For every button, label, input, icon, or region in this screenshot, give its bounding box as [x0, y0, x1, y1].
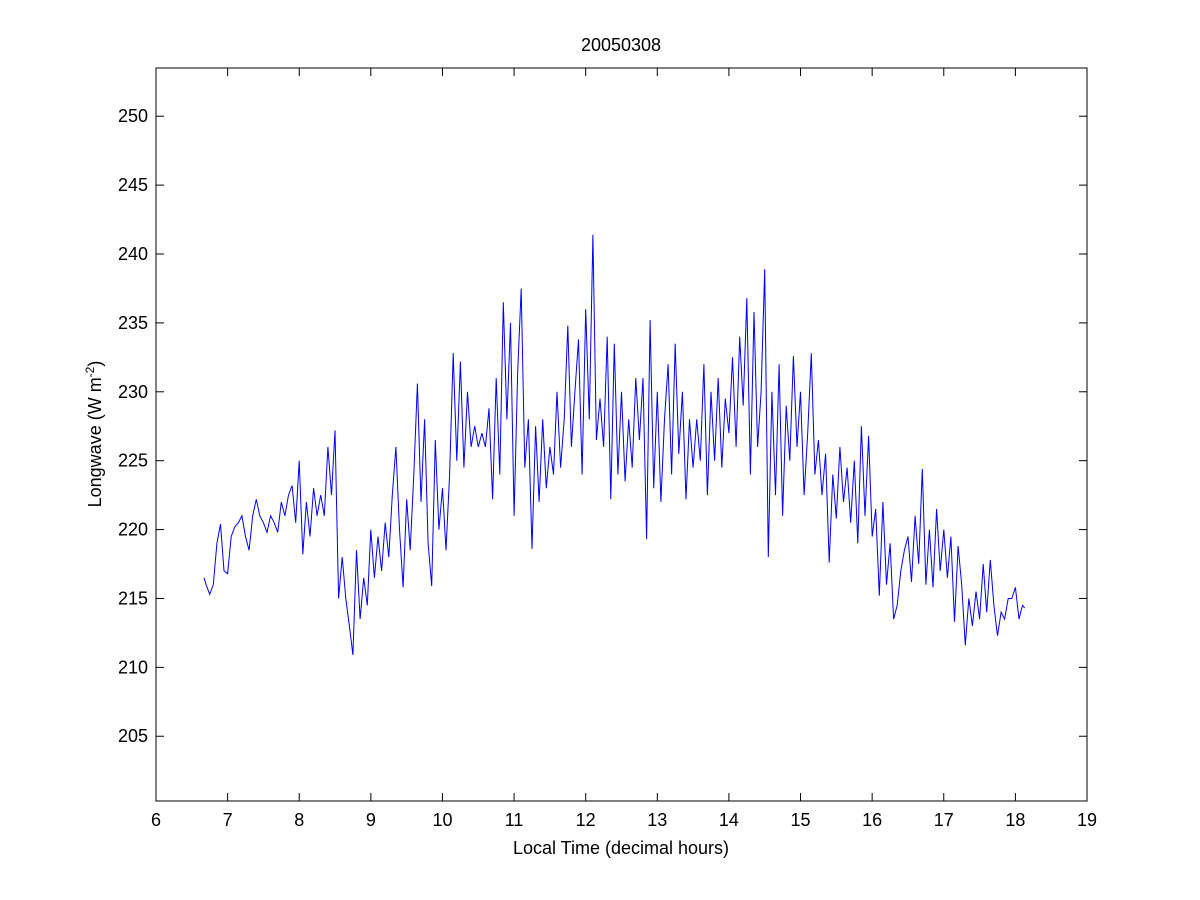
y-tick-label: 225: [118, 451, 148, 471]
y-axis-label-main: Longwave (W m: [85, 377, 105, 507]
y-tick-label: 220: [118, 520, 148, 540]
x-tick-label: 6: [151, 810, 161, 830]
y-tick-label: 215: [118, 588, 148, 608]
x-tick-label: 13: [647, 810, 667, 830]
x-tick-label: 8: [294, 810, 304, 830]
x-tick-label: 10: [432, 810, 452, 830]
y-tick-label: 230: [118, 382, 148, 402]
y-tick-label: 205: [118, 726, 148, 746]
x-tick-label: 17: [934, 810, 954, 830]
x-tick-label: 16: [862, 810, 882, 830]
x-tick-label: 19: [1077, 810, 1097, 830]
x-tick-label: 12: [576, 810, 596, 830]
y-axis-label-end: ): [85, 361, 105, 367]
x-tick-label: 7: [223, 810, 233, 830]
y-tick-label: 250: [118, 106, 148, 126]
x-tick-label: 11: [505, 810, 524, 830]
plot-area: [155, 67, 1088, 802]
y-tick-label: 235: [118, 313, 148, 333]
chart-title: 20050308: [581, 35, 661, 55]
y-axis-label-sup: -2: [83, 366, 97, 377]
y-tick-label: 240: [118, 244, 148, 264]
x-axis-label: Local Time (decimal hours): [513, 838, 729, 858]
y-axis-label: Longwave (W m-2): [83, 361, 105, 508]
x-tick-label: 14: [719, 810, 739, 830]
series-line-longwave: [203, 234, 1026, 656]
x-tick-label: 18: [1005, 810, 1025, 830]
y-tick-label: 245: [118, 175, 148, 195]
x-tick-label: 15: [791, 810, 811, 830]
y-tick-label: 210: [118, 657, 148, 677]
x-tick-label: 9: [366, 810, 376, 830]
